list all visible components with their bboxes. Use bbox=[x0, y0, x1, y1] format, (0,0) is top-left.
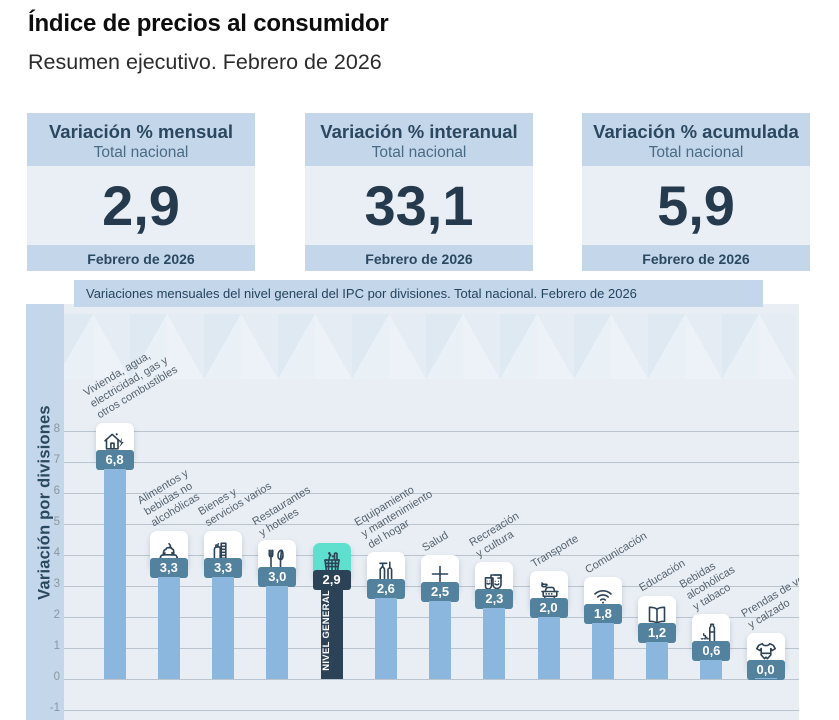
svg-text:H: H bbox=[280, 554, 283, 559]
